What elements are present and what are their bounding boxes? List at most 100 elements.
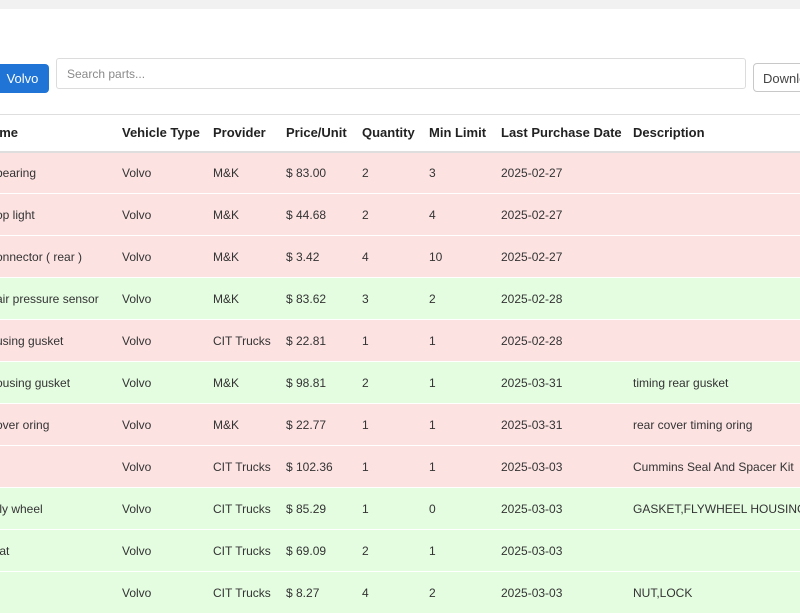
cell-description: rear cover timing oring — [633, 403, 800, 446]
header-last-purchase-date[interactable]: Last Purchase Date — [501, 125, 622, 141]
top-strip — [0, 0, 800, 9]
table-row[interactable]: bearing Volvo M&K $ 83.00 2 3 2025-02-27 — [0, 151, 800, 194]
cell-price: $ 83.00 — [286, 151, 362, 194]
cell-name: tat — [0, 529, 122, 572]
cell-last-purchase-date: 2025-03-03 — [501, 487, 633, 530]
cell-price: $ 44.68 — [286, 193, 362, 236]
cell-price: $ 3.42 — [286, 235, 362, 278]
parts-table: ame Vehicle Type Provider Price/Unit Qua… — [0, 114, 800, 614]
cell-min-limit: 3 — [429, 151, 501, 194]
cell-name — [0, 445, 122, 488]
cell-min-limit: 2 — [429, 277, 501, 320]
cell-quantity: 1 — [362, 445, 429, 488]
cell-vehicle-type: Volvo — [122, 529, 213, 572]
part-name-text: ousing gusket — [0, 375, 71, 390]
cell-price: $ 22.77 — [286, 403, 362, 446]
cell-name: using gusket — [0, 319, 122, 362]
part-name-text: air pressure sensor — [0, 291, 99, 306]
header-min-limit[interactable]: Min Limit — [429, 125, 487, 141]
cell-provider: M&K — [213, 151, 286, 194]
table-row[interactable]: ousing gusket Volvo M&K $ 98.81 2 1 2025-03-31… — [0, 361, 800, 404]
part-name-text: tat — [0, 543, 10, 558]
cell-price: $ 83.62 — [286, 277, 362, 320]
cell-vehicle-type: Volvo — [122, 151, 213, 194]
cell-price: $ 8.27 — [286, 571, 362, 614]
cell-description: timing rear gusket — [633, 361, 800, 404]
cell-name: onnector ( rear ) — [0, 235, 122, 278]
cell-name: air pressure sensor — [0, 277, 122, 320]
cell-description: Cummins Seal And Spacer Kit — [633, 445, 800, 488]
part-name-text: op light — [0, 207, 35, 222]
cell-min-limit: 1 — [429, 361, 501, 404]
cell-min-limit: 4 — [429, 193, 501, 236]
cell-vehicle-type: Volvo — [122, 487, 213, 530]
cell-quantity: 1 — [362, 403, 429, 446]
cell-price: $ 85.29 — [286, 487, 362, 530]
cell-last-purchase-date: 2025-02-27 — [501, 151, 633, 194]
table-row[interactable]: onnector ( rear ) Volvo M&K $ 3.42 4 10 2025-0… — [0, 235, 800, 278]
part-name-text: using gusket — [0, 333, 64, 348]
cell-name: bearing — [0, 151, 122, 194]
cell-name: op light — [0, 193, 122, 236]
cell-quantity: 3 — [362, 277, 429, 320]
cell-description — [633, 235, 800, 278]
cell-last-purchase-date: 2025-02-27 — [501, 235, 633, 278]
cell-quantity: 2 — [362, 361, 429, 404]
cell-price: $ 102.36 — [286, 445, 362, 488]
cell-provider: CIT Trucks — [213, 571, 286, 614]
cell-vehicle-type: Volvo — [122, 403, 213, 446]
cell-quantity: 2 — [362, 151, 429, 194]
cell-last-purchase-date: 2025-02-28 — [501, 319, 633, 362]
cell-name — [0, 571, 122, 614]
table-row[interactable]: air pressure sensor Volvo M&K $ 83.62 3 2 2025… — [0, 277, 800, 320]
cell-description — [633, 529, 800, 572]
part-name-text: fly wheel — [0, 501, 43, 516]
part-name-text: bearing — [0, 165, 37, 180]
cell-quantity: 4 — [362, 235, 429, 278]
table-row[interactable]: over oring Volvo M&K $ 22.77 1 1 2025-03-31 rea… — [0, 403, 800, 446]
cell-last-purchase-date: 2025-03-03 — [501, 571, 633, 614]
vehicle-filter-button[interactable]: Volvo — [0, 64, 49, 93]
cell-provider: CIT Trucks — [213, 529, 286, 572]
cell-quantity: 4 — [362, 571, 429, 614]
cell-min-limit: 2 — [429, 571, 501, 614]
cell-provider: M&K — [213, 277, 286, 320]
cell-price: $ 22.81 — [286, 319, 362, 362]
part-name-text: over oring — [0, 417, 50, 432]
cell-provider: CIT Trucks — [213, 319, 286, 362]
header-provider[interactable]: Provider — [213, 125, 266, 141]
cell-last-purchase-date: 2025-03-03 — [501, 529, 633, 572]
cell-min-limit: 1 — [429, 529, 501, 572]
cell-vehicle-type: Volvo — [122, 277, 213, 320]
header-name[interactable]: ame — [0, 125, 19, 141]
cell-provider: M&K — [213, 403, 286, 446]
cell-provider: CIT Trucks — [213, 487, 286, 530]
header-quantity[interactable]: Quantity — [362, 125, 415, 141]
cell-description — [633, 193, 800, 236]
table-row[interactable]: using gusket Volvo CIT Trucks $ 22.81 1 1 2025… — [0, 319, 800, 362]
cell-min-limit: 0 — [429, 487, 501, 530]
search-input[interactable] — [56, 58, 746, 89]
part-name-text: onnector ( rear ) — [0, 249, 83, 264]
header-vehicle-type[interactable]: Vehicle Type — [122, 125, 200, 141]
table-row[interactable]: Volvo CIT Trucks $ 102.36 1 1 2025-03-03 Cummi… — [0, 445, 800, 488]
cell-vehicle-type: Volvo — [122, 361, 213, 404]
cell-name: fly wheel — [0, 487, 122, 530]
cell-quantity: 1 — [362, 487, 429, 530]
cell-name: ousing gusket — [0, 361, 122, 404]
cell-price: $ 69.09 — [286, 529, 362, 572]
cell-min-limit: 1 — [429, 403, 501, 446]
cell-last-purchase-date: 2025-03-31 — [501, 361, 633, 404]
cell-vehicle-type: Volvo — [122, 319, 213, 362]
cell-description — [633, 151, 800, 194]
header-description[interactable]: Description — [633, 125, 705, 141]
cell-description — [633, 319, 800, 362]
download-button[interactable]: Downlo — [753, 63, 800, 92]
table-row[interactable]: fly wheel Volvo CIT Trucks $ 85.29 1 0 2025-03… — [0, 487, 800, 530]
header-price-unit[interactable]: Price/Unit — [286, 125, 347, 141]
table-row[interactable]: Volvo CIT Trucks $ 8.27 4 2 2025-03-03 NUT,LOC… — [0, 571, 800, 614]
cell-description: NUT,LOCK — [633, 571, 800, 614]
